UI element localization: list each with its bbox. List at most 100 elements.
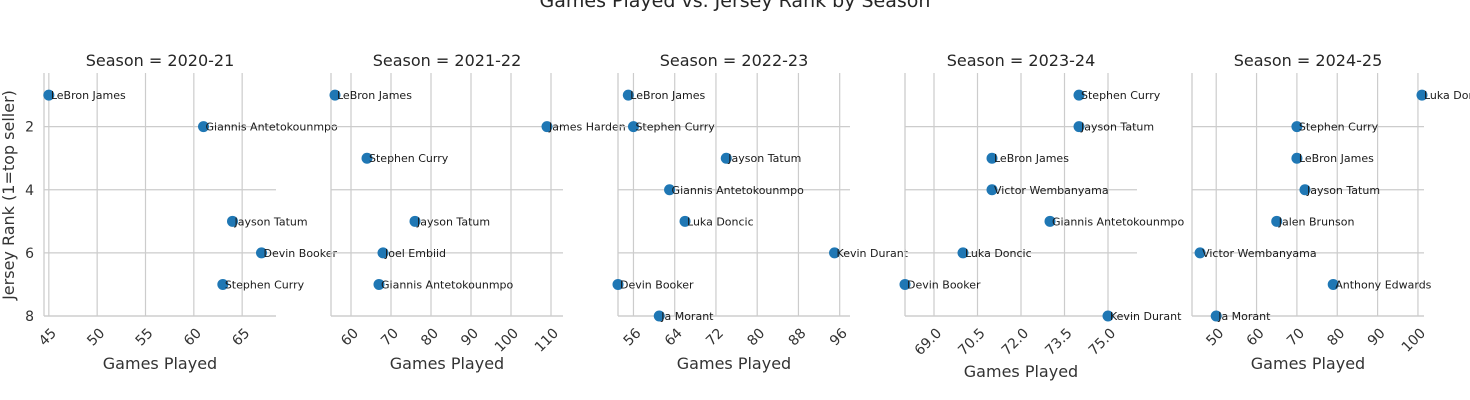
facet-panel-5: Season = 2024-25 50 60 70 80 90 100 Games Playe… xyxy=(1191,51,1470,373)
data-point xyxy=(1194,247,1206,259)
point-label: Luka Doncic xyxy=(1424,89,1470,102)
data-point xyxy=(43,89,55,101)
point-label: LeBron James xyxy=(1299,152,1374,165)
panel-title: Season = 2021-22 xyxy=(373,51,522,70)
data-point xyxy=(612,278,624,290)
x-tick-label: 50 xyxy=(84,325,108,349)
x-tick-label: 73.5 xyxy=(1042,325,1075,358)
point-label: Anthony Edwards xyxy=(1335,278,1431,291)
data-point xyxy=(986,152,998,164)
point-label: Stephen Curry xyxy=(369,152,449,165)
x-axis-label: Games Played xyxy=(1251,354,1365,373)
data-point xyxy=(957,247,969,259)
facet-panel-2: Season = 2021-22 60 70 80 90 100 110 Games Play… xyxy=(329,51,626,373)
data-point xyxy=(1299,184,1311,196)
data-point xyxy=(256,247,267,259)
point-label: Devin Booker xyxy=(620,278,694,291)
point-label: Devin Booker xyxy=(907,278,981,291)
data-point xyxy=(377,247,389,259)
point-label: Victor Wembanyama xyxy=(1202,247,1317,260)
point-label: Jayson Tatum xyxy=(1306,184,1380,197)
panel-title: Season = 2022-23 xyxy=(660,51,809,70)
data-point xyxy=(1291,152,1303,164)
point-label: Giannis Antetokounmpo xyxy=(206,121,339,134)
data-point xyxy=(829,247,841,259)
data-point xyxy=(720,152,732,164)
data-point xyxy=(198,121,209,133)
x-tick-label: 100 xyxy=(1399,325,1429,355)
x-tick-label: 80 xyxy=(418,325,442,349)
data-point xyxy=(679,215,691,227)
point-label: Joel Embiid xyxy=(384,247,446,260)
facet-panel-1: Season = 2020-21 2 4 6 845 50 55 60 65 Games Play… xyxy=(25,51,338,373)
point-label: Ja Morant xyxy=(660,310,714,323)
x-tick-label: 60 xyxy=(181,325,205,349)
x-tick-label: 50 xyxy=(1203,325,1227,349)
data-point xyxy=(409,215,421,227)
y-tick-label: 8 xyxy=(25,309,34,325)
point-label: Jalen Brunson xyxy=(1278,215,1355,228)
point-label: Kevin Durant xyxy=(1110,310,1182,323)
point-label: LeBron James xyxy=(337,89,412,102)
x-tick-label: 72.0 xyxy=(999,325,1032,358)
point-label: Stephen Curry xyxy=(635,121,715,134)
x-axis-label: Games Played xyxy=(103,354,217,373)
data-point xyxy=(361,152,373,164)
data-point xyxy=(373,278,385,290)
y-tick-label: 4 xyxy=(25,183,34,199)
data-point xyxy=(217,278,229,290)
data-point xyxy=(1044,215,1056,227)
panel-title: Season = 2024-25 xyxy=(1234,51,1383,70)
x-tick-label: 70.5 xyxy=(955,325,988,358)
point-label: Stephen Curry xyxy=(1299,121,1379,134)
data-point xyxy=(1073,121,1085,133)
x-tick-label: 80 xyxy=(744,325,768,349)
x-axis-label: Games Played xyxy=(964,362,1078,381)
data-point xyxy=(1416,89,1428,101)
data-point xyxy=(1271,215,1283,227)
x-tick-label: 65 xyxy=(229,325,253,349)
x-tick-label: 70 xyxy=(1284,325,1308,349)
x-tick-label: 55 xyxy=(133,325,157,349)
point-label: Jayson Tatum xyxy=(1080,121,1154,134)
x-tick-label: 64 xyxy=(662,325,686,349)
point-label: LeBron James xyxy=(630,89,705,102)
point-label: LeBron James xyxy=(51,89,126,102)
data-point xyxy=(1327,278,1339,290)
x-axis-label: Games Played xyxy=(677,354,791,373)
x-tick-label: 56 xyxy=(621,325,645,349)
x-tick-label: 70 xyxy=(378,325,402,349)
y-tick-label: 6 xyxy=(25,246,34,262)
point-label: Jayson Tatum xyxy=(416,215,490,228)
panel-title: Season = 2020-21 xyxy=(86,51,235,70)
point-label: James Harden xyxy=(548,121,626,134)
data-point xyxy=(227,215,238,227)
data-point xyxy=(899,278,911,290)
point-label: Stephen Curry xyxy=(225,278,305,291)
x-tick-label: 75.0 xyxy=(1086,325,1119,358)
data-point xyxy=(329,89,341,101)
x-tick-label: 88 xyxy=(786,325,810,349)
point-label: Ja Morant xyxy=(1217,310,1271,323)
y-tick-label: 2 xyxy=(25,120,34,136)
point-label: Jayson Tatum xyxy=(234,215,308,228)
point-label: Stephen Curry xyxy=(1081,89,1161,102)
x-axis-label: Games Played xyxy=(390,354,504,373)
point-label: Victor Wembanyama xyxy=(994,184,1109,197)
figure-title: Games Played vs. Jersey Rank by Season xyxy=(540,0,931,12)
x-tick-label: 45 xyxy=(36,325,60,349)
point-label: Kevin Durant xyxy=(837,247,909,260)
data-point xyxy=(664,184,676,196)
x-tick-label: 69.0 xyxy=(912,325,945,358)
data-point xyxy=(1291,121,1303,133)
point-label: LeBron James xyxy=(994,152,1069,165)
data-point xyxy=(1102,310,1114,322)
x-tick-label: 60 xyxy=(1244,325,1268,349)
point-label: Giannis Antetokounmpo xyxy=(672,184,805,197)
panel-title: Season = 2023-24 xyxy=(947,51,1096,70)
point-label: Luka Doncic xyxy=(965,247,1032,260)
point-label: Jayson Tatum xyxy=(727,152,801,165)
data-point xyxy=(986,184,998,196)
data-point xyxy=(541,121,553,133)
